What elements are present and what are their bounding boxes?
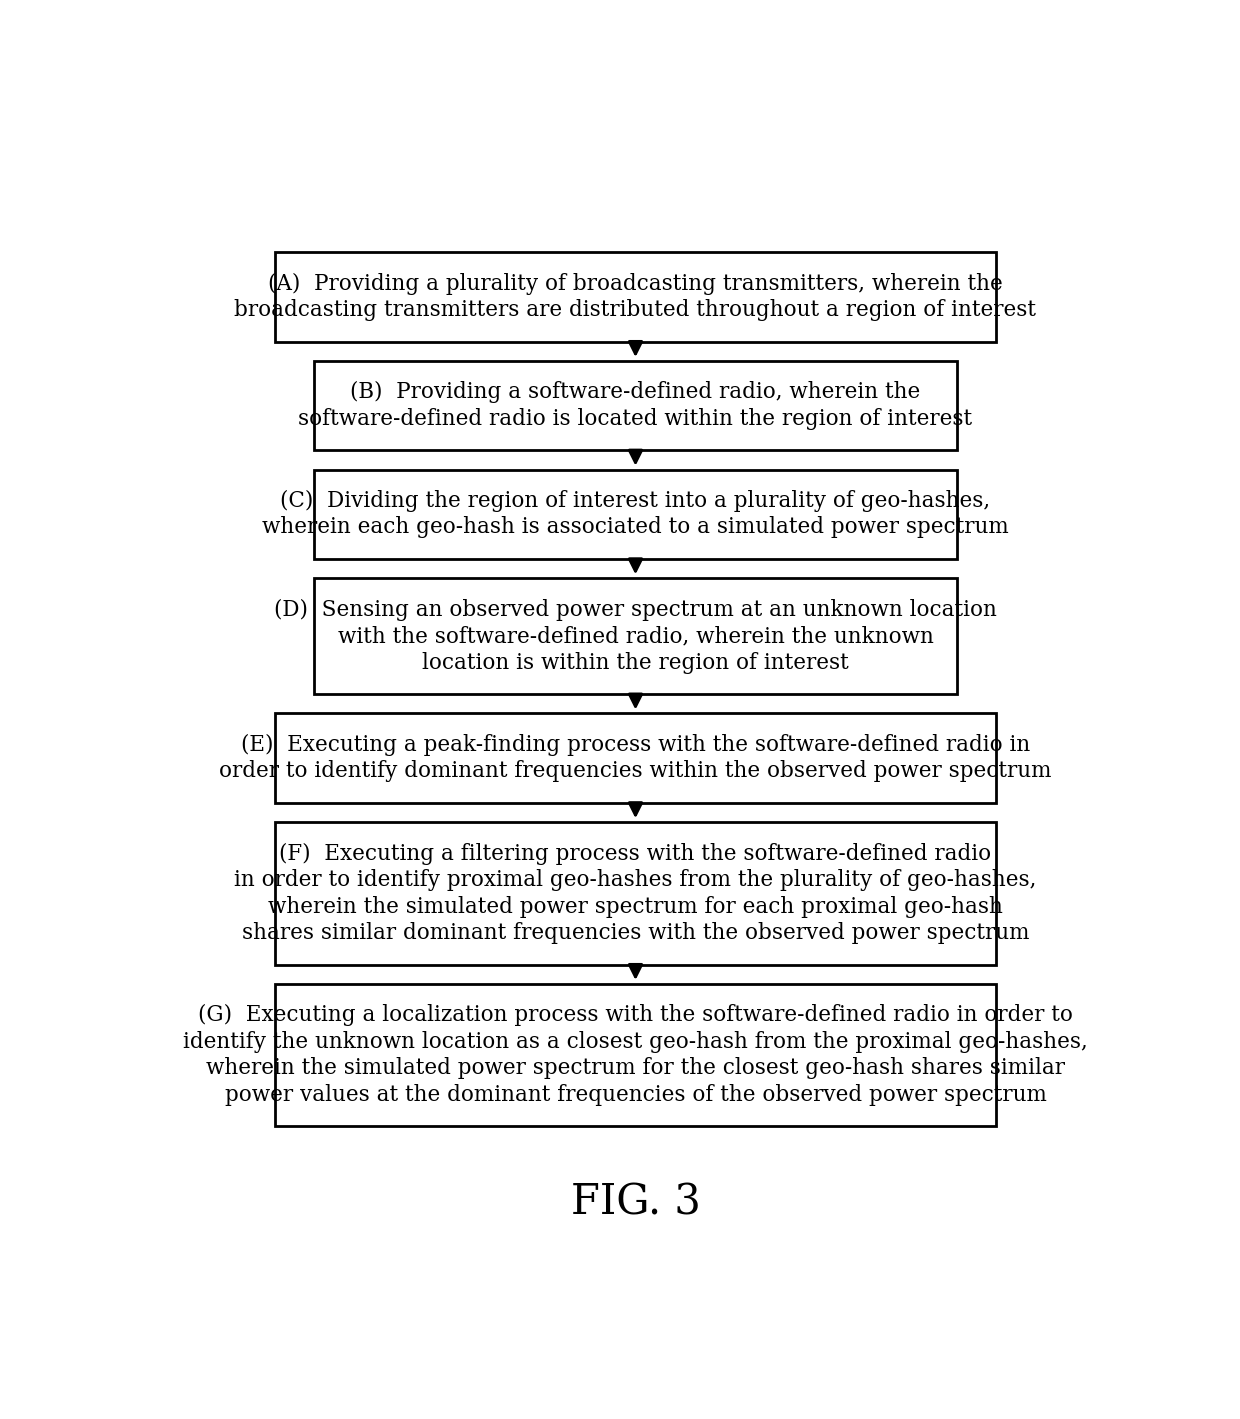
Text: identify the unknown location as a closest geo-hash from the proximal geo-hashes: identify the unknown location as a close… bbox=[184, 1030, 1087, 1053]
Text: in order to identify proximal geo-hashes from the plurality of geo-hashes,: in order to identify proximal geo-hashes… bbox=[234, 868, 1037, 891]
Text: FIG. 3: FIG. 3 bbox=[570, 1182, 701, 1223]
Text: (A)  Providing a plurality of broadcasting transmitters, wherein the: (A) Providing a plurality of broadcastin… bbox=[268, 272, 1003, 295]
Text: wherein the simulated power spectrum for each proximal geo-hash: wherein the simulated power spectrum for… bbox=[268, 895, 1003, 918]
Text: (E)  Executing a peak-finding process with the software-defined radio in: (E) Executing a peak-finding process wit… bbox=[241, 734, 1030, 756]
Text: order to identify dominant frequencies within the observed power spectrum: order to identify dominant frequencies w… bbox=[219, 761, 1052, 782]
Text: (C)  Dividing the region of interest into a plurality of geo-hashes,: (C) Dividing the region of interest into… bbox=[280, 490, 991, 512]
Bar bbox=[314, 360, 957, 450]
Text: location is within the region of interest: location is within the region of interes… bbox=[422, 651, 849, 674]
Text: shares similar dominant frequencies with the observed power spectrum: shares similar dominant frequencies with… bbox=[242, 922, 1029, 944]
Bar bbox=[314, 470, 957, 559]
Text: (B)  Providing a software-defined radio, wherein the: (B) Providing a software-defined radio, … bbox=[351, 382, 920, 403]
Bar bbox=[275, 253, 996, 342]
Text: (F)  Executing a filtering process with the software-defined radio: (F) Executing a filtering process with t… bbox=[279, 843, 992, 864]
Bar bbox=[275, 714, 996, 803]
Text: wherein the simulated power spectrum for the closest geo-hash shares similar: wherein the simulated power spectrum for… bbox=[206, 1057, 1065, 1080]
Bar bbox=[314, 578, 957, 694]
Text: broadcasting transmitters are distributed throughout a region of interest: broadcasting transmitters are distribute… bbox=[234, 299, 1037, 321]
Text: wherein each geo-hash is associated to a simulated power spectrum: wherein each geo-hash is associated to a… bbox=[262, 517, 1009, 538]
Text: with the software-defined radio, wherein the unknown: with the software-defined radio, wherein… bbox=[337, 626, 934, 647]
Text: software-defined radio is located within the region of interest: software-defined radio is located within… bbox=[299, 407, 972, 430]
Bar bbox=[275, 822, 996, 965]
Text: (D)  Sensing an observed power spectrum at an unknown location: (D) Sensing an observed power spectrum a… bbox=[274, 599, 997, 620]
Bar bbox=[275, 983, 996, 1127]
Text: (G)  Executing a localization process with the software-defined radio in order t: (G) Executing a localization process wit… bbox=[198, 1005, 1073, 1026]
Text: power values at the dominant frequencies of the observed power spectrum: power values at the dominant frequencies… bbox=[224, 1084, 1047, 1105]
